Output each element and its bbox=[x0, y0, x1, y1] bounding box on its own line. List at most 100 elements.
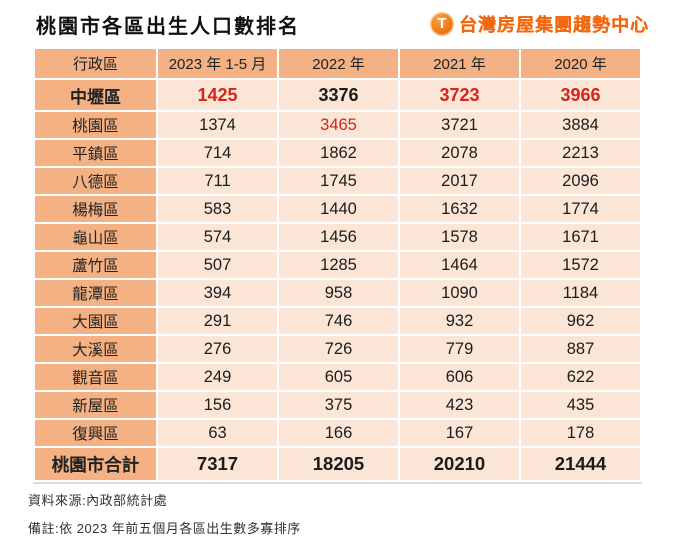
value-cell: 958 bbox=[279, 280, 398, 306]
value-cell: 1425 bbox=[158, 80, 277, 110]
table-row-dayuan: 大園區 291 746 932 962 bbox=[35, 308, 640, 334]
value-cell: 2078 bbox=[400, 140, 519, 166]
district-cell: 桃園區 bbox=[35, 112, 156, 138]
value-cell: 1184 bbox=[521, 280, 640, 306]
value-cell: 178 bbox=[521, 420, 640, 446]
value-cell: 156 bbox=[158, 392, 277, 418]
value-cell: 2213 bbox=[521, 140, 640, 166]
value-cell: 1456 bbox=[279, 224, 398, 250]
value-cell: 711 bbox=[158, 168, 277, 194]
value-cell: 3966 bbox=[521, 80, 640, 110]
district-cell: 平鎮區 bbox=[35, 140, 156, 166]
total-value-cell: 7317 bbox=[158, 448, 277, 480]
table-row-pingzhen: 平鎮區 714 1862 2078 2213 bbox=[35, 140, 640, 166]
table-row-yangmei: 楊梅區 583 1440 1632 1774 bbox=[35, 196, 640, 222]
value-cell: 1774 bbox=[521, 196, 640, 222]
value-cell: 1578 bbox=[400, 224, 519, 250]
table-row-fuxing: 復興區 63 166 167 178 bbox=[35, 420, 640, 446]
value-cell: 3465 bbox=[279, 112, 398, 138]
ranking-note: 備註:依 2023 年前五個月各區出生數多寡排序 bbox=[28, 521, 301, 536]
total-label-cell: 桃園市合計 bbox=[35, 448, 156, 480]
value-cell: 1572 bbox=[521, 252, 640, 278]
value-cell: 714 bbox=[158, 140, 277, 166]
value-cell: 276 bbox=[158, 336, 277, 362]
value-cell: 1745 bbox=[279, 168, 398, 194]
table-row-bade: 八德區 711 1745 2017 2096 bbox=[35, 168, 640, 194]
value-cell: 3376 bbox=[279, 80, 398, 110]
value-cell: 605 bbox=[279, 364, 398, 390]
value-cell: 1671 bbox=[521, 224, 640, 250]
column-header-2023: 2023 年 1-5 月 bbox=[158, 49, 277, 78]
value-cell: 1464 bbox=[400, 252, 519, 278]
district-cell: 中壢區 bbox=[35, 80, 156, 110]
value-cell: 746 bbox=[279, 308, 398, 334]
total-value-cell: 18205 bbox=[279, 448, 398, 480]
value-cell: 887 bbox=[521, 336, 640, 362]
column-header-2021: 2021 年 bbox=[400, 49, 519, 78]
value-cell: 291 bbox=[158, 308, 277, 334]
table-row-total: 桃園市合計 7317 18205 20210 21444 bbox=[35, 448, 640, 480]
column-header-district: 行政區 bbox=[35, 49, 156, 78]
value-cell: 1632 bbox=[400, 196, 519, 222]
header: 桃園市各區出生人口數排名 T 台灣房屋集團趨勢中心 bbox=[0, 7, 673, 41]
table-row-guanyin: 觀音區 249 605 606 622 bbox=[35, 364, 640, 390]
value-cell: 606 bbox=[400, 364, 519, 390]
value-cell: 962 bbox=[521, 308, 640, 334]
district-cell: 大園區 bbox=[35, 308, 156, 334]
district-cell: 大溪區 bbox=[35, 336, 156, 362]
column-header-2020: 2020 年 bbox=[521, 49, 640, 78]
value-cell: 574 bbox=[158, 224, 277, 250]
value-cell: 622 bbox=[521, 364, 640, 390]
brand-logo-icon: T bbox=[430, 12, 454, 36]
total-value-cell: 20210 bbox=[400, 448, 519, 480]
value-cell: 423 bbox=[400, 392, 519, 418]
value-cell: 375 bbox=[279, 392, 398, 418]
value-cell: 1862 bbox=[279, 140, 398, 166]
value-cell: 166 bbox=[279, 420, 398, 446]
value-cell: 507 bbox=[158, 252, 277, 278]
value-cell: 583 bbox=[158, 196, 277, 222]
value-cell: 3721 bbox=[400, 112, 519, 138]
table-row-zhongli: 中壢區 1425 3376 3723 3966 bbox=[35, 80, 640, 110]
value-cell: 394 bbox=[158, 280, 277, 306]
table-row-luzhu: 蘆竹區 507 1285 1464 1572 bbox=[35, 252, 640, 278]
value-cell: 3723 bbox=[400, 80, 519, 110]
brand: T 台灣房屋集團趨勢中心 bbox=[430, 11, 649, 37]
table-row-xinwu: 新屋區 156 375 423 435 bbox=[35, 392, 640, 418]
page-title: 桃園市各區出生人口數排名 bbox=[36, 15, 300, 38]
column-header-2022: 2022 年 bbox=[279, 49, 398, 78]
total-value-cell: 21444 bbox=[521, 448, 640, 480]
value-cell: 249 bbox=[158, 364, 277, 390]
birth-rank-table: 行政區 2023 年 1-5 月 2022 年 2021 年 2020 年 中壢… bbox=[33, 47, 642, 482]
value-cell: 1090 bbox=[400, 280, 519, 306]
value-cell: 932 bbox=[400, 308, 519, 334]
header-row: 行政區 2023 年 1-5 月 2022 年 2021 年 2020 年 bbox=[35, 49, 640, 78]
value-cell: 1374 bbox=[158, 112, 277, 138]
value-cell: 1285 bbox=[279, 252, 398, 278]
district-cell: 八德區 bbox=[35, 168, 156, 194]
district-cell: 新屋區 bbox=[35, 392, 156, 418]
district-cell: 復興區 bbox=[35, 420, 156, 446]
footnotes: 資料來源:內政部統計處 備註:依 2023 年前五個月各區出生數多寡排序 bbox=[28, 490, 673, 537]
value-cell: 2017 bbox=[400, 168, 519, 194]
value-cell: 3884 bbox=[521, 112, 640, 138]
value-cell: 63 bbox=[158, 420, 277, 446]
table-row-longtan: 龍潭區 394 958 1090 1184 bbox=[35, 280, 640, 306]
district-cell: 龍潭區 bbox=[35, 280, 156, 306]
table-row-taoyuan: 桃園區 1374 3465 3721 3884 bbox=[35, 112, 640, 138]
value-cell: 2096 bbox=[521, 168, 640, 194]
brand-name: 台灣房屋集團趨勢中心 bbox=[459, 15, 649, 35]
value-cell: 435 bbox=[521, 392, 640, 418]
district-cell: 觀音區 bbox=[35, 364, 156, 390]
table-row-guishan: 龜山區 574 1456 1578 1671 bbox=[35, 224, 640, 250]
value-cell: 779 bbox=[400, 336, 519, 362]
source-note: 資料來源:內政部統計處 bbox=[28, 493, 168, 508]
value-cell: 167 bbox=[400, 420, 519, 446]
value-cell: 726 bbox=[279, 336, 398, 362]
table-row-daxi: 大溪區 276 726 779 887 bbox=[35, 336, 640, 362]
district-cell: 楊梅區 bbox=[35, 196, 156, 222]
value-cell: 1440 bbox=[279, 196, 398, 222]
district-cell: 龜山區 bbox=[35, 224, 156, 250]
district-cell: 蘆竹區 bbox=[35, 252, 156, 278]
